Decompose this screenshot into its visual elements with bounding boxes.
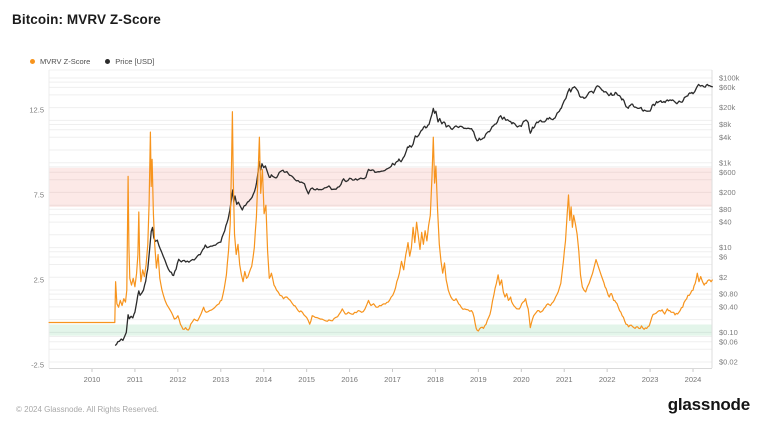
x-axis-labels: 2010 2011 2012 2013 2014 2015 2016 2017 2018 2019…	[84, 369, 702, 384]
svg-text:$10: $10	[719, 243, 732, 252]
price-series-dot-icon	[105, 59, 111, 64]
svg-text:2014: 2014	[255, 375, 272, 384]
svg-text:2023: 2023	[642, 375, 659, 384]
svg-text:2012: 2012	[170, 375, 187, 384]
copyright-text: © 2024 Glassnode. All Rights Reserved.	[16, 405, 159, 414]
price-axis-labels: $100k$60k$20k$8k$4k$1k$600$200$80$40$10$…	[719, 74, 740, 367]
svg-text:$200: $200	[719, 188, 736, 197]
svg-text:$4k: $4k	[719, 133, 731, 142]
svg-text:2011: 2011	[127, 375, 143, 384]
svg-text:2018: 2018	[427, 375, 444, 384]
svg-text:$1k: $1k	[719, 158, 731, 167]
svg-text:$20k: $20k	[719, 103, 736, 112]
legend-item-price[interactable]: Price [USD]	[105, 57, 154, 66]
svg-text:2022: 2022	[599, 375, 616, 384]
svg-text:$60k: $60k	[719, 83, 736, 92]
svg-text:$0.10: $0.10	[719, 328, 738, 337]
svg-text:2019: 2019	[470, 375, 487, 384]
legend-label: MVRV Z-Score	[40, 57, 91, 66]
chart-legend: MVRV Z-Score Price [USD]	[30, 57, 154, 66]
svg-text:2.5: 2.5	[34, 276, 44, 285]
page-title: Bitcoin: MVRV Z-Score	[12, 12, 161, 27]
svg-text:$2: $2	[719, 273, 727, 282]
svg-text:$100k: $100k	[719, 74, 740, 83]
svg-text:$8k: $8k	[719, 120, 731, 129]
svg-text:$0.40: $0.40	[719, 303, 738, 312]
svg-text:$0.80: $0.80	[719, 290, 738, 299]
mvrv-series-dot-icon	[30, 59, 35, 64]
svg-text:-2.5: -2.5	[31, 361, 44, 370]
overvalued-band	[49, 167, 712, 207]
svg-text:7.5: 7.5	[34, 191, 44, 200]
legend-label: Price [USD]	[115, 57, 155, 66]
svg-text:2017: 2017	[384, 375, 401, 384]
svg-text:2016: 2016	[341, 375, 358, 384]
legend-item-mvrv-zscore[interactable]: MVRV Z-Score	[30, 57, 90, 66]
svg-text:2010: 2010	[84, 375, 101, 384]
svg-text:$0.02: $0.02	[719, 358, 738, 367]
svg-text:2024: 2024	[685, 375, 702, 384]
zscore-axis-labels: 12.5 7.5 2.5 -2.5	[29, 106, 44, 370]
price-line	[114, 83, 713, 346]
svg-text:2020: 2020	[513, 375, 530, 384]
svg-text:$0.06: $0.06	[719, 337, 738, 346]
undervalued-band	[49, 324, 712, 336]
svg-text:2015: 2015	[298, 375, 315, 384]
svg-text:2013: 2013	[212, 375, 229, 384]
svg-text:12.5: 12.5	[29, 106, 44, 115]
svg-text:2021: 2021	[556, 375, 573, 384]
svg-text:$40: $40	[719, 218, 732, 227]
svg-text:$6: $6	[719, 253, 727, 262]
svg-text:$80: $80	[719, 205, 732, 214]
mvrv-zscore-line	[48, 111, 713, 332]
glassnode-logo: glassnode	[667, 395, 750, 414]
svg-text:$600: $600	[719, 168, 736, 177]
